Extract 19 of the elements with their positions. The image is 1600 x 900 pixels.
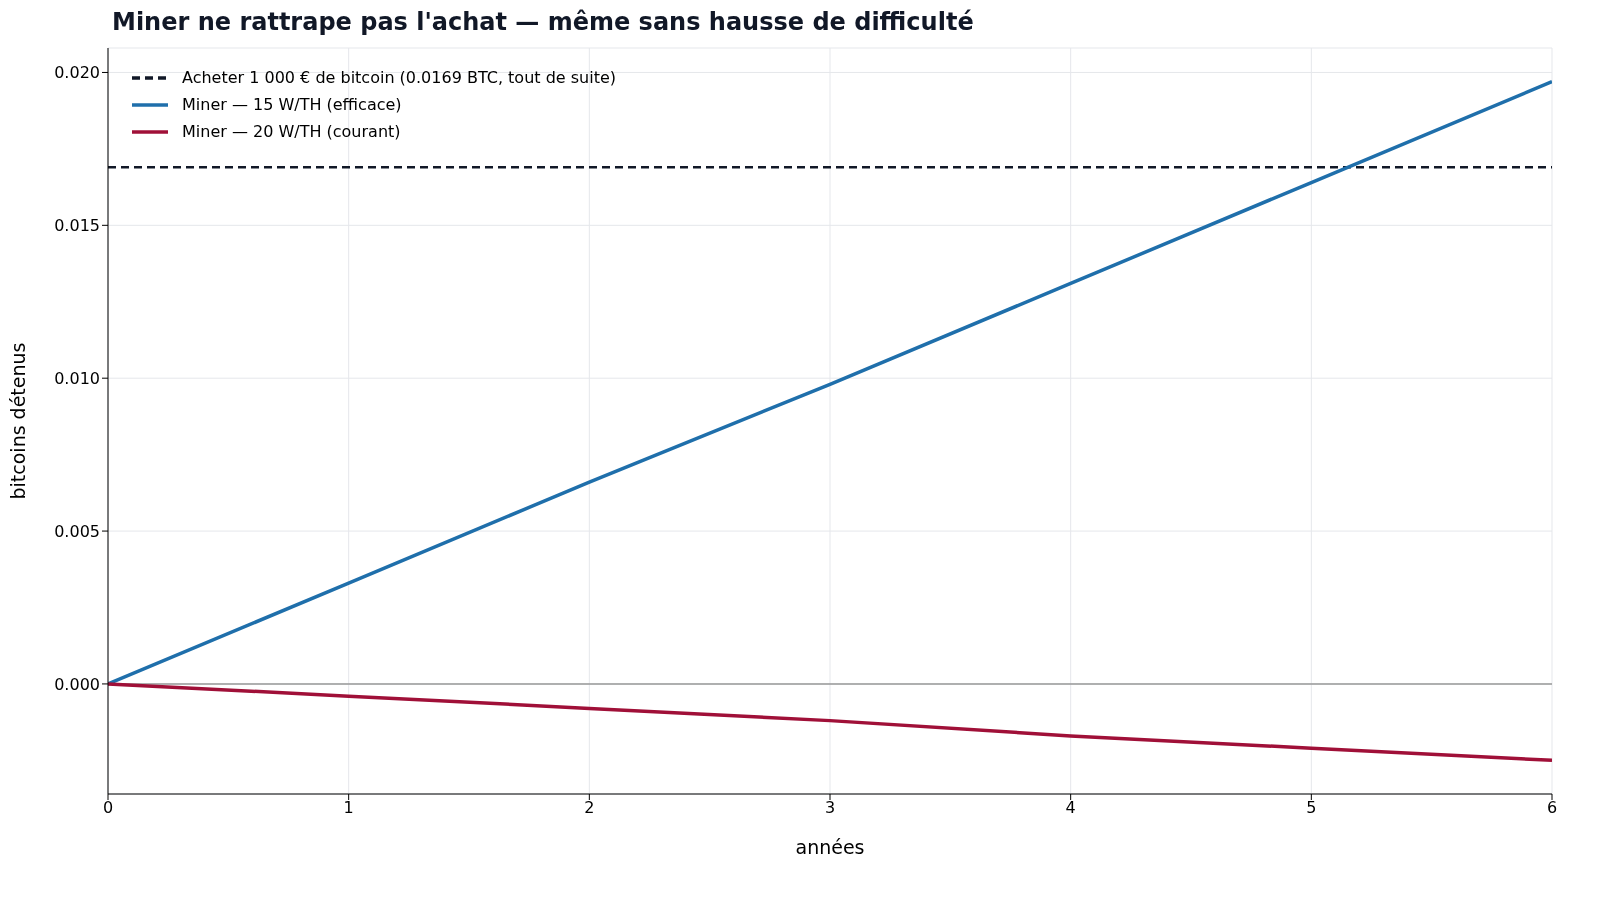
x-tick-label: 2 xyxy=(584,798,595,818)
x-tick-label: 4 xyxy=(1065,798,1076,818)
legend-label: Miner — 20 W/TH (courant) xyxy=(182,121,401,143)
x-tick-label: 1 xyxy=(343,798,354,818)
x-tick-label: 3 xyxy=(824,798,836,818)
y-axis-title: bitcoins détenus xyxy=(6,342,29,500)
x-axis-title: années xyxy=(795,836,865,858)
chart-title: Miner ne rattrape pas l'achat — même sans hausse de difficulté xyxy=(112,8,975,38)
y-tick-label: 0.005 xyxy=(54,521,100,541)
legend-label: Acheter 1 000 € de bitcoin (0.0169 BTC, tout de suite) xyxy=(182,67,616,89)
y-tick-label: 0.010 xyxy=(54,368,100,388)
x-tick-label: 0 xyxy=(102,798,114,818)
x-tick-label: 5 xyxy=(1306,798,1317,818)
line-series xyxy=(108,682,1552,763)
legend-label: Miner — 15 W/TH (efficace) xyxy=(182,94,402,116)
y-tick-label: 0.015 xyxy=(54,216,100,236)
x-tick-label: 6 xyxy=(1546,798,1558,818)
y-tick-label: 0.000 xyxy=(54,674,100,694)
y-tick-label: 0.020 xyxy=(54,63,100,83)
